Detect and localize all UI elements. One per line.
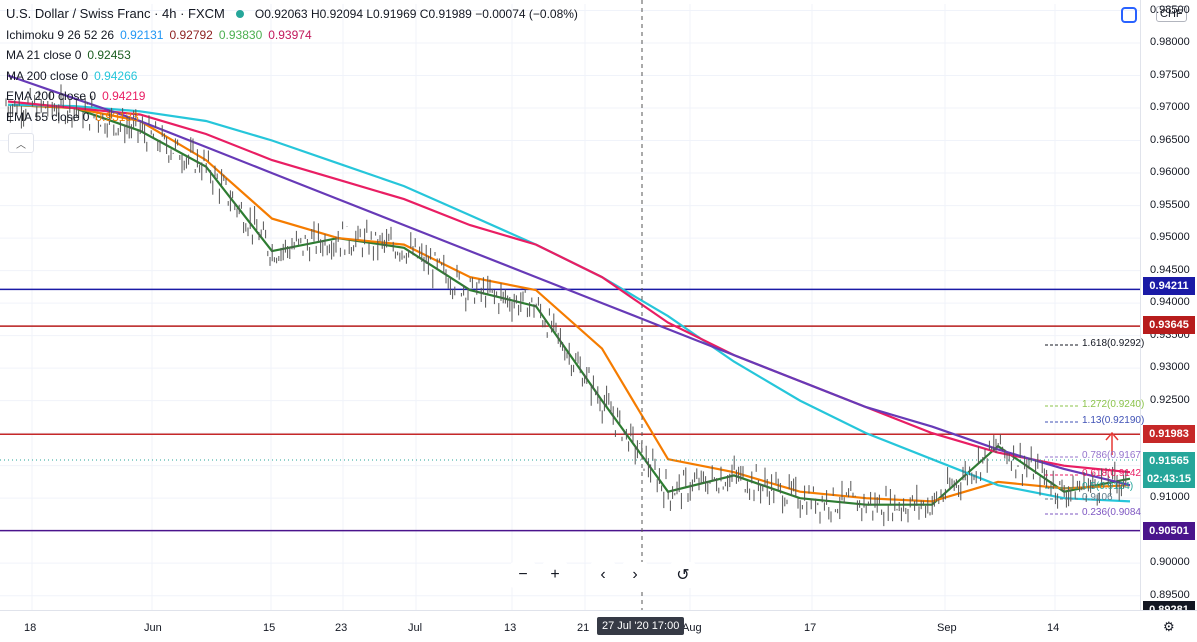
price-tick: 0.96500 bbox=[1150, 133, 1190, 146]
price-tick: 0.95500 bbox=[1150, 198, 1190, 211]
fib-level-label: 1.272(0.9240) bbox=[1082, 399, 1145, 410]
settings-gear-icon[interactable]: ⚙ bbox=[1163, 619, 1175, 634]
price-label: 0.93645 bbox=[1143, 316, 1195, 334]
zoom-in-button[interactable]: + bbox=[542, 562, 568, 588]
time-tick: Jun bbox=[144, 622, 162, 634]
symbol-title[interactable]: U.S. Dollar / Swiss Franc · 4h · FXCM bbox=[6, 6, 225, 22]
price-label: 0.90501 bbox=[1143, 522, 1195, 540]
fib-level-label: 1.13(0.92190) bbox=[1082, 415, 1145, 426]
fib-level-label: 1.618(0.9292) bbox=[1082, 338, 1145, 349]
legend-ichimoku[interactable]: Ichimoku 9 26 52 26 0.92131 0.92792 0.93… bbox=[6, 27, 312, 42]
legend-ema55[interactable]: EMA 55 close 0 0.93133 bbox=[6, 109, 139, 124]
price-tick: 0.98500 bbox=[1150, 3, 1190, 16]
price-tick: 0.97500 bbox=[1150, 68, 1190, 81]
price-label: 02:43:15 bbox=[1143, 470, 1195, 488]
chart-legend: U.S. Dollar / Swiss Franc · 4h · FXCM O0… bbox=[6, 4, 578, 127]
price-label: 0.91983 bbox=[1143, 425, 1195, 443]
zoom-out-button[interactable]: − bbox=[510, 562, 536, 588]
price-tick: 0.92500 bbox=[1150, 393, 1190, 406]
time-tick: 15 bbox=[263, 622, 276, 634]
market-status-icon bbox=[235, 10, 244, 19]
scroll-left-button[interactable]: ‹ bbox=[590, 562, 616, 588]
horizontal-lines bbox=[0, 288, 1140, 532]
time-tick: 21 bbox=[577, 622, 590, 634]
fib-level-label: 0.9106 bbox=[1082, 492, 1113, 503]
scroll-right-button[interactable]: › bbox=[622, 562, 648, 588]
reset-chart-button[interactable]: ↺ bbox=[670, 562, 696, 588]
series-line bbox=[7, 100, 1131, 474]
price-label: 0.91565 bbox=[1143, 452, 1195, 470]
price-tick: 0.89500 bbox=[1150, 588, 1190, 601]
fib-level-label: 0.786(0.9167 bbox=[1082, 450, 1141, 461]
legend-ma200[interactable]: MA 200 close 0 0.94266 bbox=[6, 68, 138, 83]
crosshair-time-label: 27 Jul '20 17:00 bbox=[597, 617, 685, 635]
collapse-legend-button[interactable]: ︿ bbox=[8, 133, 34, 153]
time-tick: 14 bbox=[1047, 622, 1060, 634]
fib-level-label: 0.5(0.9124) bbox=[1082, 481, 1134, 492]
price-tick: 0.90000 bbox=[1150, 556, 1190, 569]
chart-toolbar: − + ‹ › ↺ bbox=[510, 562, 696, 588]
time-tick: Jul bbox=[408, 622, 423, 634]
legend-ema200[interactable]: EMA 200 close 0 0.94219 bbox=[6, 89, 146, 104]
series-line bbox=[7, 74, 1131, 487]
ohlc-values: O0.92063 H0.92094 L0.91969 C0.91989 −0.0… bbox=[254, 7, 578, 22]
currency-badge[interactable]: CHF bbox=[1156, 6, 1187, 22]
price-tick: 0.93000 bbox=[1150, 361, 1190, 374]
price-tick: 0.94000 bbox=[1150, 296, 1190, 309]
time-tick: 23 bbox=[335, 622, 348, 634]
fib-level-label: 0.618(0.9142 bbox=[1082, 468, 1141, 479]
fibonacci-extension bbox=[1045, 344, 1080, 515]
price-axis[interactable] bbox=[1140, 0, 1197, 610]
legend-main: U.S. Dollar / Swiss Franc · 4h · FXCM O0… bbox=[6, 4, 578, 25]
price-tick: 0.95000 bbox=[1150, 231, 1190, 244]
compare-icon[interactable] bbox=[1121, 7, 1137, 23]
price-tick: 0.96000 bbox=[1150, 166, 1190, 179]
fib-level-label: 0.236(0.9084 bbox=[1082, 507, 1141, 518]
price-label: 0.94211 bbox=[1143, 277, 1195, 295]
time-tick: Aug bbox=[682, 622, 702, 634]
time-tick: 13 bbox=[504, 622, 517, 634]
time-tick: 17 bbox=[804, 622, 817, 634]
series-line bbox=[7, 103, 1131, 506]
candles bbox=[5, 84, 1127, 527]
time-tick: Sep bbox=[937, 622, 957, 634]
price-tick: 0.97000 bbox=[1150, 101, 1190, 114]
legend-ma21[interactable]: MA 21 close 0 0.92453 bbox=[6, 48, 131, 63]
price-tick: 0.98000 bbox=[1150, 36, 1190, 48]
price-tick: 0.94500 bbox=[1150, 263, 1190, 276]
price-tick: 0.91000 bbox=[1150, 491, 1190, 504]
target-arrow bbox=[1105, 431, 1119, 455]
time-tick: 18 bbox=[24, 622, 37, 634]
